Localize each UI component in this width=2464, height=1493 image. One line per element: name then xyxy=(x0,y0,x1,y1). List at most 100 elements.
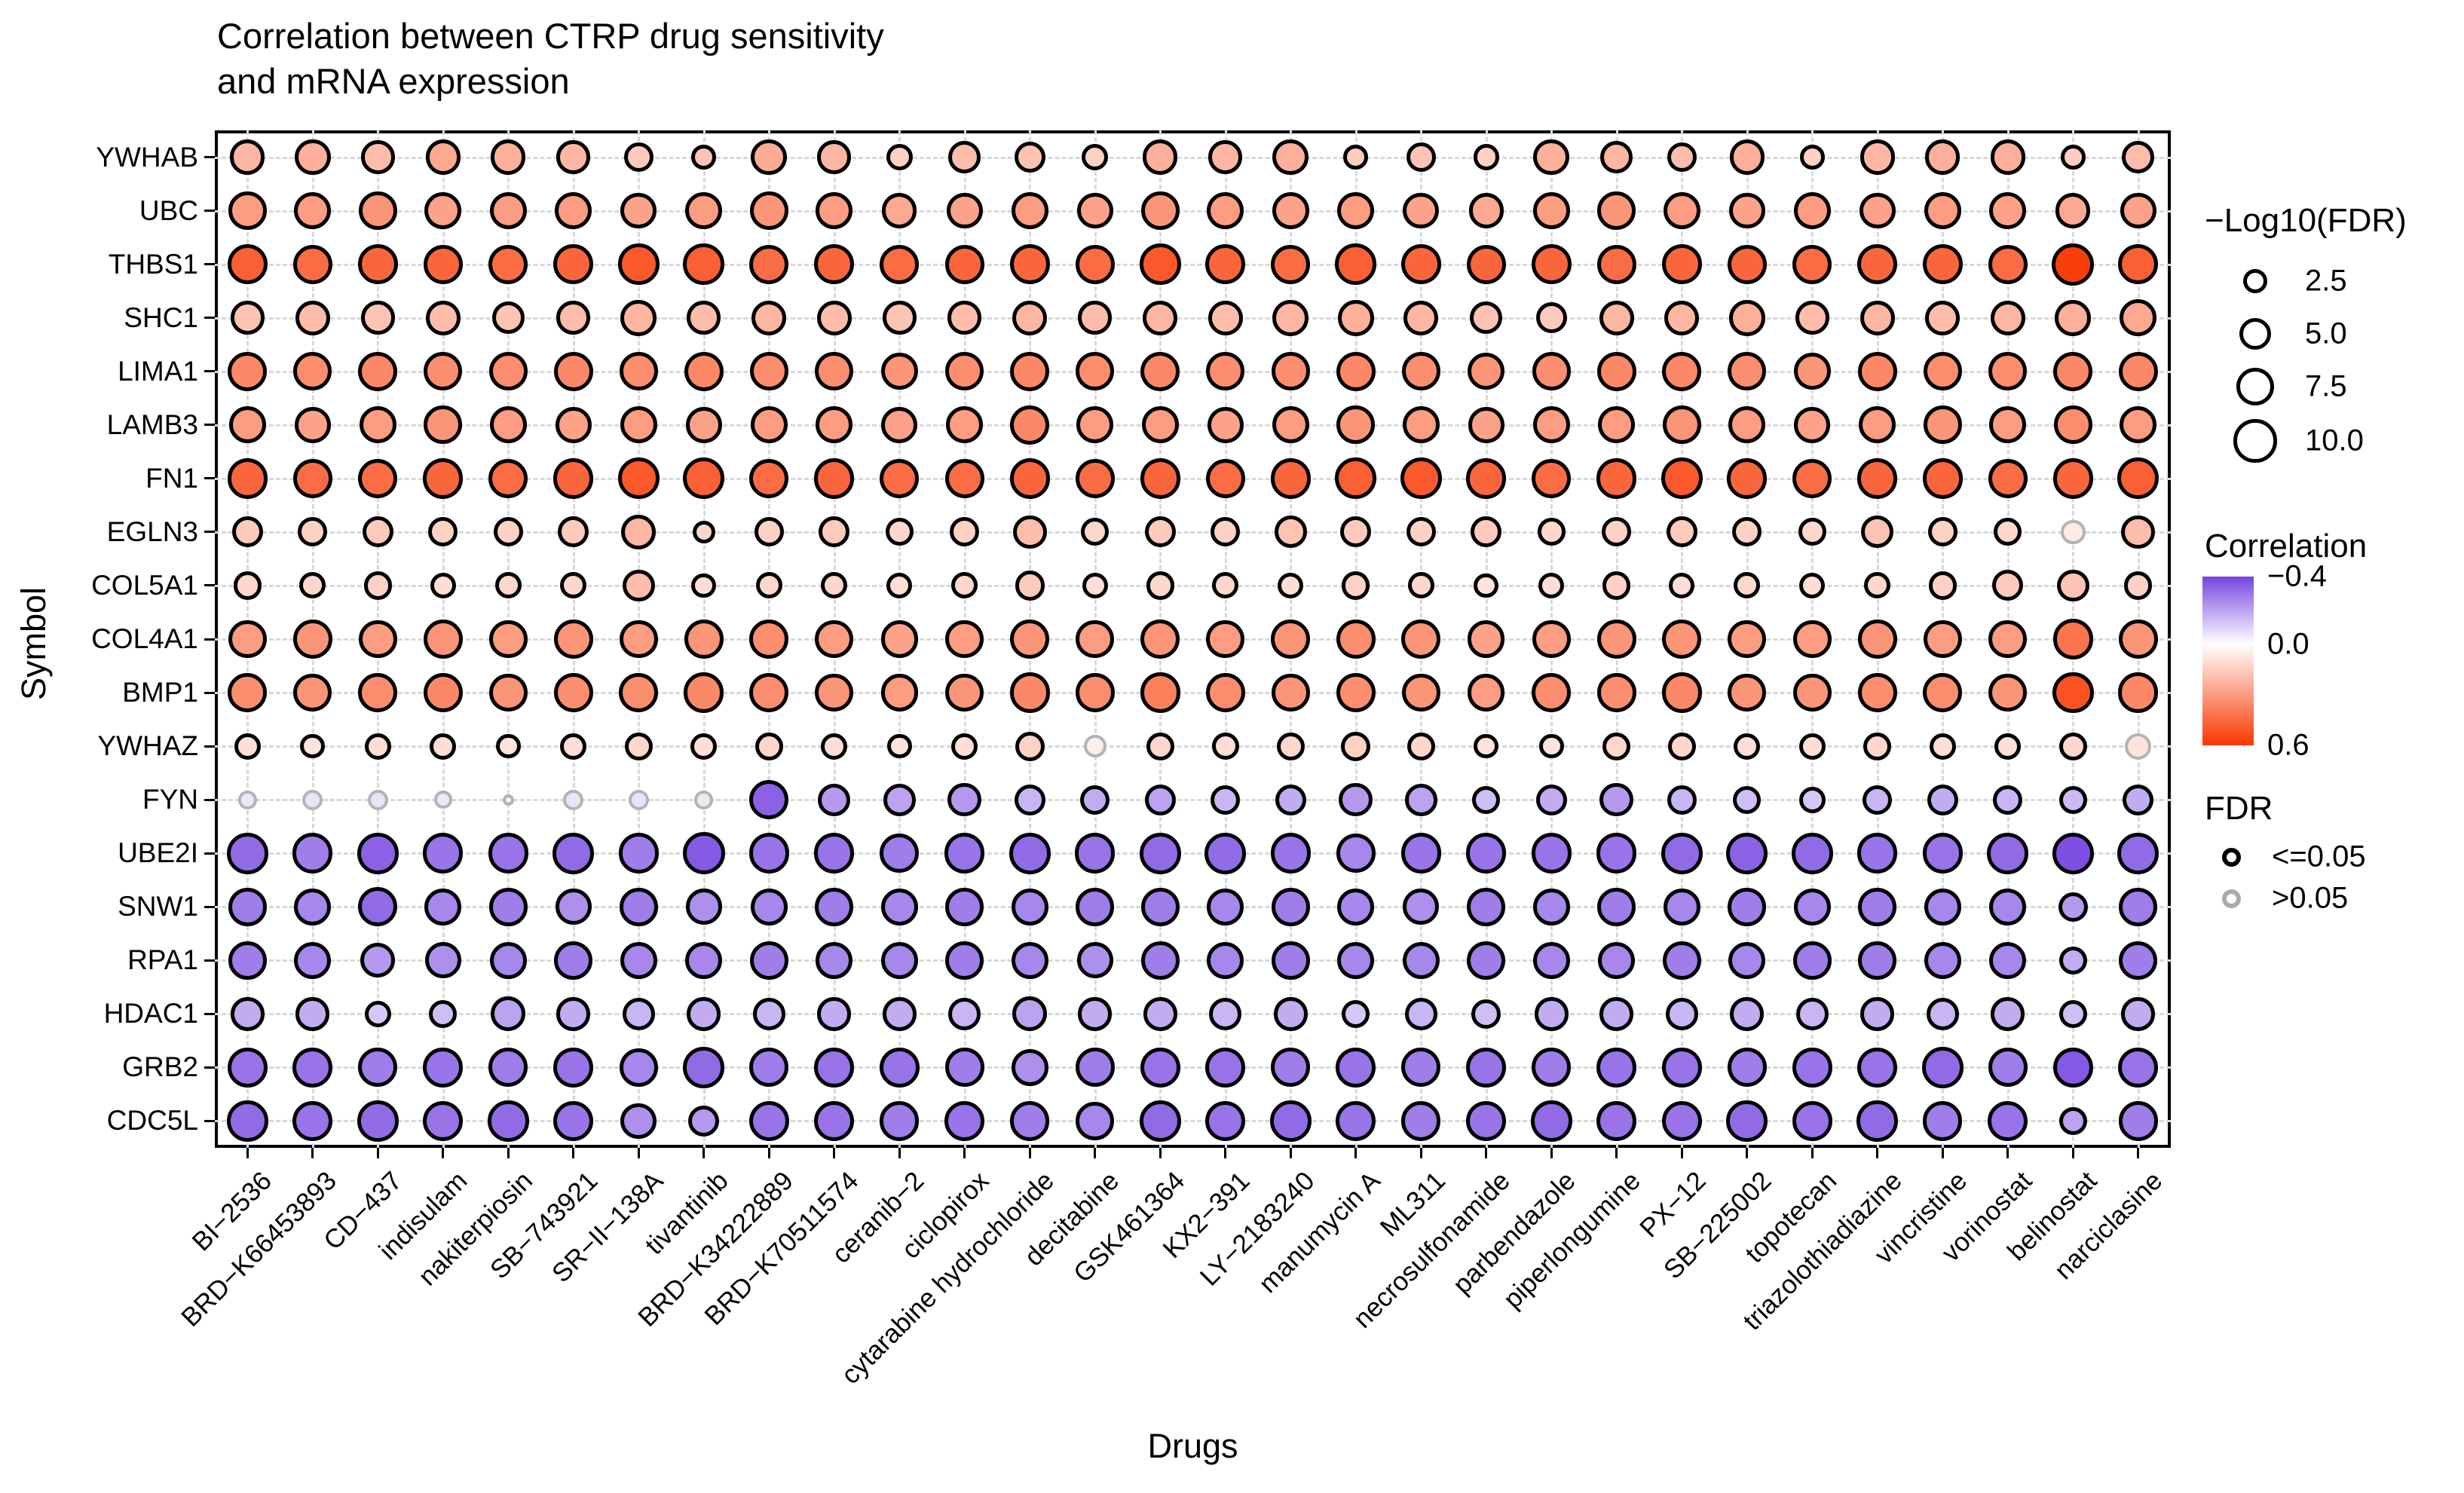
bubble xyxy=(424,405,463,445)
bubble xyxy=(1009,672,1050,713)
bubble xyxy=(2060,519,2086,545)
bubble xyxy=(1144,784,1176,815)
bubble xyxy=(1272,299,1309,336)
bubble xyxy=(1075,672,1115,713)
x-tick-mark xyxy=(833,1148,836,1158)
bubble xyxy=(1538,572,1565,598)
bubble xyxy=(1663,191,1700,230)
bubble xyxy=(1076,192,1113,229)
fdr-legend-label: <=0.05 xyxy=(2272,840,2366,873)
bubble xyxy=(684,619,724,659)
bubble xyxy=(748,1100,789,1142)
bubble xyxy=(1075,833,1116,873)
bubble xyxy=(1596,1100,1637,1142)
bubble xyxy=(363,571,392,600)
bubble xyxy=(880,1101,920,1141)
bubble xyxy=(428,517,458,547)
h-gridline xyxy=(215,1013,2171,1016)
bubble xyxy=(1596,672,1636,713)
bubble xyxy=(1923,620,1962,659)
bubble xyxy=(1662,619,1702,659)
bubble xyxy=(424,888,462,925)
bubble xyxy=(685,889,722,925)
bubble xyxy=(1733,785,1762,814)
bubble xyxy=(491,996,526,1032)
bubble xyxy=(1599,997,1634,1031)
bubble xyxy=(880,674,918,711)
bubble xyxy=(1474,733,1499,759)
y-tick-mark xyxy=(204,210,215,213)
bubble xyxy=(1992,570,2024,601)
bubble xyxy=(1925,139,1960,175)
bubble xyxy=(885,518,914,546)
bubble xyxy=(1473,144,1499,170)
bubble xyxy=(815,673,854,712)
y-tick-mark xyxy=(204,263,215,266)
bubble xyxy=(294,941,332,979)
bubble xyxy=(292,619,332,659)
x-tick-mark xyxy=(963,1148,966,1158)
bubble xyxy=(228,191,267,230)
bubble xyxy=(1076,406,1114,444)
bubble xyxy=(488,620,528,659)
bubble xyxy=(1466,1047,1507,1088)
correlation-legend-title: Correlation xyxy=(2205,528,2368,564)
bubble xyxy=(2124,571,2153,600)
bubble xyxy=(1728,620,1767,659)
bubble xyxy=(814,243,855,285)
bubble xyxy=(1599,782,1634,817)
bubble xyxy=(1276,732,1305,760)
bubble xyxy=(2117,832,2159,874)
bubble xyxy=(1014,784,1045,815)
y-tick-label: FYN xyxy=(142,784,198,815)
bubble xyxy=(1009,832,1051,874)
bubble xyxy=(1336,834,1376,873)
h-gridline xyxy=(215,638,2171,641)
bubble xyxy=(558,516,589,548)
bubble xyxy=(230,301,265,335)
bubble xyxy=(423,833,464,873)
y-tick-label: UBC xyxy=(139,194,198,226)
bubble xyxy=(1728,192,1765,229)
bubble xyxy=(1727,1048,1767,1088)
bubble xyxy=(1923,1101,1963,1141)
bubble xyxy=(1661,1100,1702,1142)
bubble xyxy=(1799,572,1826,598)
bubble xyxy=(617,457,660,500)
bubble xyxy=(1403,300,1439,335)
bubble xyxy=(1139,832,1181,874)
y-tick-label: SNW1 xyxy=(118,891,198,922)
bubble xyxy=(1535,784,1567,815)
bubble xyxy=(357,243,398,285)
x-tick-mark xyxy=(1941,1148,1944,1158)
bubble xyxy=(1863,785,1893,815)
bubble xyxy=(502,794,514,806)
bubble xyxy=(1794,406,1831,443)
bubble xyxy=(1861,516,1894,549)
bubble xyxy=(1798,518,1826,546)
bubble xyxy=(1140,941,1180,980)
bubble xyxy=(687,301,721,335)
bubble xyxy=(488,833,528,873)
bubble xyxy=(821,572,848,599)
y-axis-title: Symbol xyxy=(14,586,53,701)
bubble xyxy=(1082,144,1109,171)
bubble xyxy=(2055,299,2092,336)
bubble xyxy=(1925,300,1960,335)
bubble xyxy=(1269,1100,1312,1142)
bubble xyxy=(228,941,267,980)
y-tick-label: HDAC1 xyxy=(103,998,198,1029)
correlation-tick-label: −0.4 xyxy=(2267,559,2327,593)
bubble xyxy=(1602,571,1631,600)
bubble xyxy=(1468,353,1505,390)
bubble xyxy=(1208,300,1243,335)
bubble xyxy=(880,834,920,873)
bubble xyxy=(1793,888,1831,925)
bubble xyxy=(556,301,591,335)
bubble xyxy=(751,300,787,335)
bubble xyxy=(488,1048,528,1088)
h-gridline xyxy=(215,477,2171,480)
bubble xyxy=(2118,1101,2158,1141)
bubble xyxy=(1207,888,1244,925)
